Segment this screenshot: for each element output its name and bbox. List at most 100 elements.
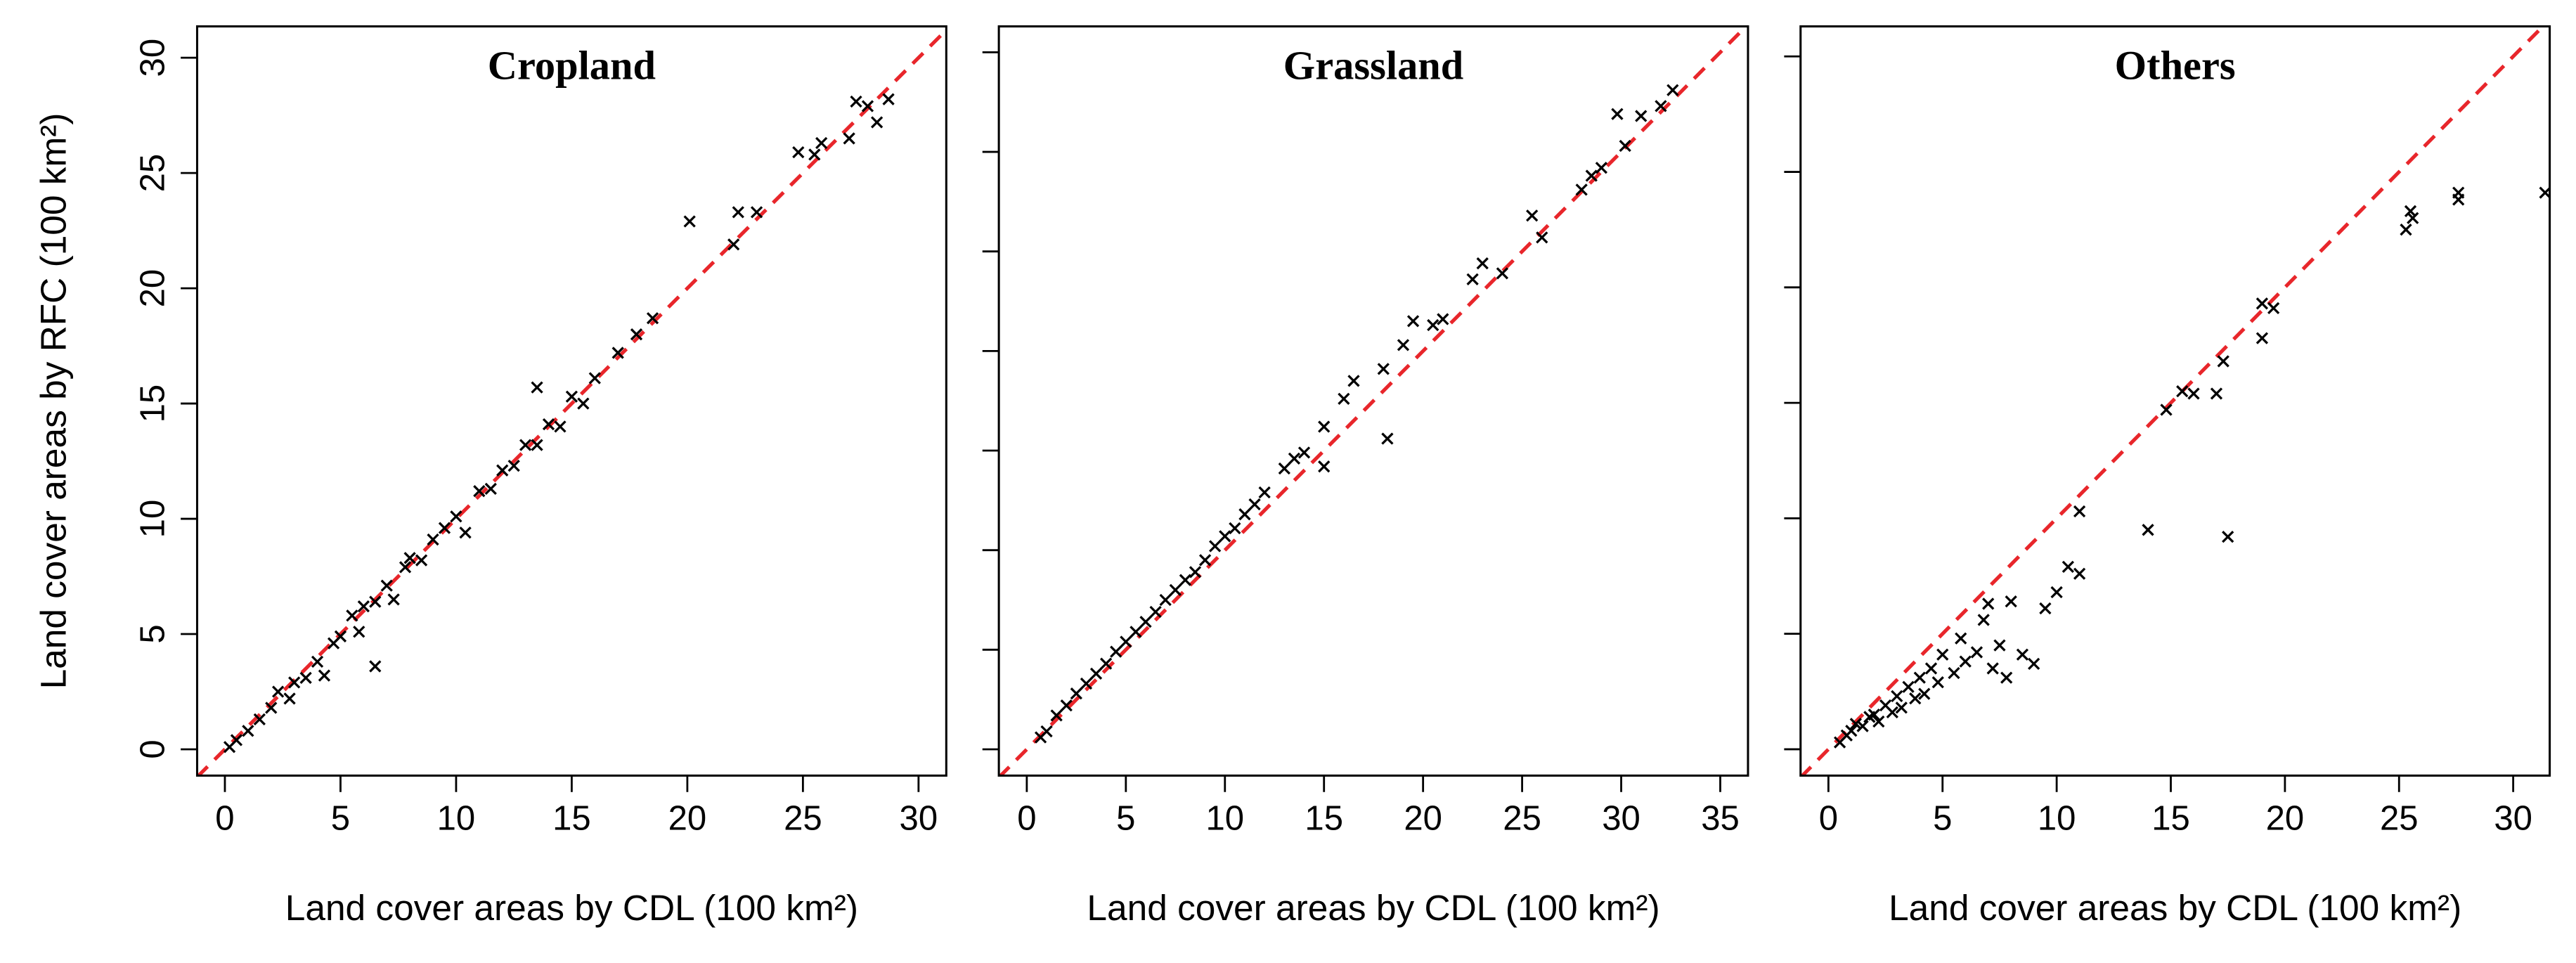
point <box>415 554 428 567</box>
point <box>283 692 296 705</box>
x-tick-label: 0 <box>1819 800 1838 838</box>
x-tick-label: 0 <box>215 800 234 838</box>
point <box>861 100 874 112</box>
point <box>843 132 855 145</box>
point <box>403 552 416 564</box>
point <box>438 522 451 534</box>
points <box>223 93 895 754</box>
x-tick-label: 15 <box>2151 800 2190 838</box>
point <box>1526 209 1539 222</box>
x-tick-label: 0 <box>1017 800 1036 838</box>
point <box>1169 583 1182 596</box>
point <box>1955 632 1967 645</box>
point <box>727 238 740 251</box>
point <box>882 93 895 105</box>
x-tick-label: 15 <box>1305 800 1343 838</box>
point <box>1219 530 1231 543</box>
point <box>265 702 278 714</box>
point <box>1891 690 1903 703</box>
point <box>1149 605 1162 619</box>
point <box>554 420 567 433</box>
point <box>346 609 358 622</box>
x-tick-label: 5 <box>331 800 350 838</box>
plot-frame <box>997 25 1749 777</box>
point <box>2176 385 2189 398</box>
point <box>1060 699 1073 712</box>
point <box>496 464 509 477</box>
panel-title: Others <box>2115 42 2236 88</box>
point <box>1476 257 1489 270</box>
point <box>1909 692 1922 705</box>
point <box>2073 505 2086 518</box>
panel: 0 5 10 15 20 25 30 Others Land cover areas by CD… <box>1784 25 2551 928</box>
point <box>1139 616 1152 628</box>
point <box>1159 593 1172 607</box>
point <box>611 347 624 359</box>
point <box>399 561 412 574</box>
point <box>1872 715 1885 728</box>
point <box>2267 302 2280 315</box>
point <box>1496 267 1509 280</box>
point <box>792 146 805 159</box>
point <box>2005 595 2017 608</box>
point <box>1936 648 1949 661</box>
point <box>1849 718 1862 730</box>
point <box>1466 273 1479 285</box>
point <box>683 215 696 228</box>
y-tick-label: 25 <box>134 154 172 193</box>
point <box>1248 498 1261 511</box>
x-tick-label: 20 <box>1404 800 1442 838</box>
point <box>1110 645 1122 658</box>
x-tick-label: 10 <box>2038 800 2076 838</box>
point <box>2222 531 2234 543</box>
point <box>1406 315 1420 328</box>
point <box>1198 554 1212 567</box>
point <box>1209 540 1222 552</box>
point <box>1427 318 1439 332</box>
point <box>1120 635 1132 648</box>
point <box>1070 687 1082 700</box>
point <box>253 713 266 726</box>
point <box>850 95 862 108</box>
point <box>808 148 821 161</box>
point <box>2255 297 2269 310</box>
point <box>732 206 744 219</box>
point <box>230 734 243 747</box>
point <box>1179 574 1192 586</box>
point <box>242 725 254 737</box>
point <box>2160 403 2173 416</box>
point <box>1377 363 1390 375</box>
point <box>357 600 370 613</box>
point <box>1288 452 1301 465</box>
point <box>2062 560 2075 574</box>
point <box>2452 186 2465 199</box>
x-axis-label: Land cover areas by CDL (100 km²) <box>285 887 858 928</box>
point <box>1635 110 1648 122</box>
point <box>2039 602 2052 615</box>
point <box>1619 139 1631 153</box>
x-tick-label: 30 <box>2494 800 2532 838</box>
point <box>2000 671 2013 684</box>
point <box>1318 460 1331 473</box>
y-tick-label: 5 <box>134 624 172 643</box>
point <box>1585 169 1598 182</box>
point <box>531 381 543 394</box>
point <box>1130 626 1142 638</box>
point <box>1845 725 1858 737</box>
point <box>369 660 382 673</box>
identity-line <box>999 26 1748 776</box>
x-tick-label: 10 <box>1205 800 1244 838</box>
x-axis-label: Land cover areas by CDL (100 km²) <box>1087 887 1659 928</box>
point <box>2407 212 2419 224</box>
x-tick-label: 20 <box>668 800 707 838</box>
point <box>1338 392 1350 405</box>
point <box>271 685 285 698</box>
point <box>2016 648 2029 661</box>
point <box>1536 231 1548 244</box>
panel: 0 5 10 15 20 25 30 35 Grassland Land cover areas … <box>982 25 1749 928</box>
point <box>2217 355 2229 368</box>
point <box>2210 387 2223 400</box>
point <box>1895 702 1908 714</box>
